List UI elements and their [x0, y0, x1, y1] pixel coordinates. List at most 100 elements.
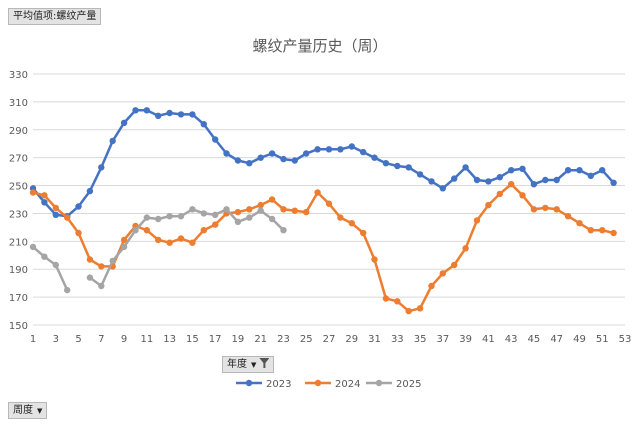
data-point-2024 — [371, 256, 378, 263]
data-point-2024 — [576, 220, 583, 227]
data-point-2025 — [234, 218, 242, 225]
data-point-2024 — [360, 229, 367, 237]
data-point-2023 — [325, 146, 333, 153]
data-point-2025 — [52, 261, 59, 269]
data-point-2023 — [416, 171, 424, 178]
series-line-2025 — [32, 245, 69, 291]
data-point-2023 — [166, 109, 173, 117]
data-point-2024 — [416, 305, 424, 312]
data-point-2023 — [348, 143, 355, 150]
data-point-2023 — [473, 176, 481, 184]
x-tick-label: 17 — [209, 334, 222, 345]
x-tick-label: 27 — [323, 334, 336, 345]
data-point-2025 — [223, 206, 230, 213]
series-field-button[interactable]: 年度 ▼ — [222, 356, 275, 373]
legend-marker-2024 — [314, 379, 322, 387]
x-tick-label: 1 — [30, 334, 36, 345]
axis-field-label: 周度 — [13, 405, 33, 416]
data-point-2025 — [143, 214, 150, 221]
data-point-2023 — [508, 167, 515, 174]
data-point-2024 — [268, 196, 276, 203]
x-tick-label: 43 — [505, 334, 518, 345]
y-tick-label: 330 — [9, 70, 28, 81]
data-point-2023 — [587, 172, 594, 179]
x-tick-label: 39 — [459, 334, 472, 345]
y-tick-label: 310 — [9, 98, 28, 109]
data-point-2023 — [451, 175, 458, 182]
data-point-2024 — [166, 239, 173, 246]
x-tick-label: 25 — [300, 334, 313, 345]
data-point-2023 — [223, 150, 230, 157]
x-tick-label: 11 — [140, 334, 153, 345]
data-point-2024 — [394, 298, 401, 305]
data-point-2025 — [166, 213, 173, 220]
data-point-2023 — [564, 167, 572, 174]
data-point-2023 — [257, 154, 264, 161]
data-point-2023 — [576, 167, 583, 174]
data-point-2024 — [257, 201, 264, 209]
data-point-2023 — [200, 121, 207, 128]
data-point-2023 — [177, 111, 185, 118]
data-point-2024 — [314, 189, 321, 196]
data-point-2024 — [462, 245, 469, 252]
x-tick-label: 7 — [98, 334, 104, 345]
x-tick-label: 47 — [550, 334, 563, 345]
data-point-2023 — [86, 187, 94, 195]
x-tick-label: 19 — [232, 334, 245, 345]
y-tick-label: 270 — [9, 154, 28, 165]
data-point-2023 — [98, 164, 105, 171]
x-tick-label: 3 — [53, 334, 59, 345]
data-point-2023 — [462, 164, 469, 171]
y-tick-label: 170 — [9, 293, 28, 304]
series-line-2024 — [32, 182, 614, 313]
data-point-2024 — [530, 206, 538, 213]
data-point-2023 — [155, 112, 162, 120]
legend-marker-2025 — [375, 379, 383, 387]
data-point-2024 — [599, 227, 606, 234]
x-tick-label: 41 — [482, 334, 495, 345]
x-tick-label: 33 — [391, 334, 404, 345]
x-tick-label: 9 — [121, 334, 127, 345]
data-point-2024 — [29, 189, 37, 196]
y-tick-label: 210 — [9, 237, 28, 248]
data-point-2023 — [52, 211, 59, 218]
chart-title: 螺纹产量历史（周） — [252, 37, 387, 55]
value-field-button[interactable]: 平均值项:螺纹产量 — [8, 8, 102, 25]
data-point-2025 — [212, 211, 219, 218]
data-point-2023 — [314, 146, 321, 153]
dropdown-arrow-icon: ▼ — [251, 361, 257, 369]
data-point-2025 — [98, 282, 105, 290]
data-point-2024 — [52, 204, 59, 212]
x-tick-label: 21 — [254, 334, 267, 345]
x-tick-label: 49 — [573, 334, 586, 345]
data-point-2025 — [132, 227, 139, 234]
data-point-2023 — [109, 137, 116, 145]
x-tick-label: 23 — [277, 334, 290, 345]
data-point-2025 — [109, 257, 116, 265]
data-point-2024 — [177, 235, 185, 242]
data-point-2024 — [405, 307, 412, 315]
data-point-2024 — [75, 229, 82, 237]
data-point-2024 — [348, 220, 355, 227]
x-tick-label: 51 — [596, 334, 609, 345]
filter-icon — [259, 358, 270, 368]
data-point-2025 — [257, 207, 264, 214]
axis-field-button[interactable]: 周度 ▼ — [8, 402, 48, 419]
data-point-2023 — [439, 185, 446, 192]
data-point-2023 — [280, 155, 287, 163]
legend-label-2023: 2023 — [266, 379, 291, 390]
x-tick-label: 45 — [528, 334, 541, 345]
data-point-2023 — [485, 178, 492, 185]
data-point-2025 — [177, 213, 185, 220]
data-point-2023 — [519, 165, 526, 172]
data-point-2024 — [496, 190, 503, 198]
data-point-2025 — [189, 206, 196, 213]
x-tick-label: 53 — [619, 334, 632, 345]
data-point-2023 — [599, 167, 606, 174]
data-point-2024 — [98, 263, 105, 270]
x-tick-label: 37 — [436, 334, 449, 345]
y-tick-label: 290 — [9, 126, 28, 137]
data-point-2023 — [428, 178, 435, 185]
x-tick-label: 5 — [75, 334, 81, 345]
